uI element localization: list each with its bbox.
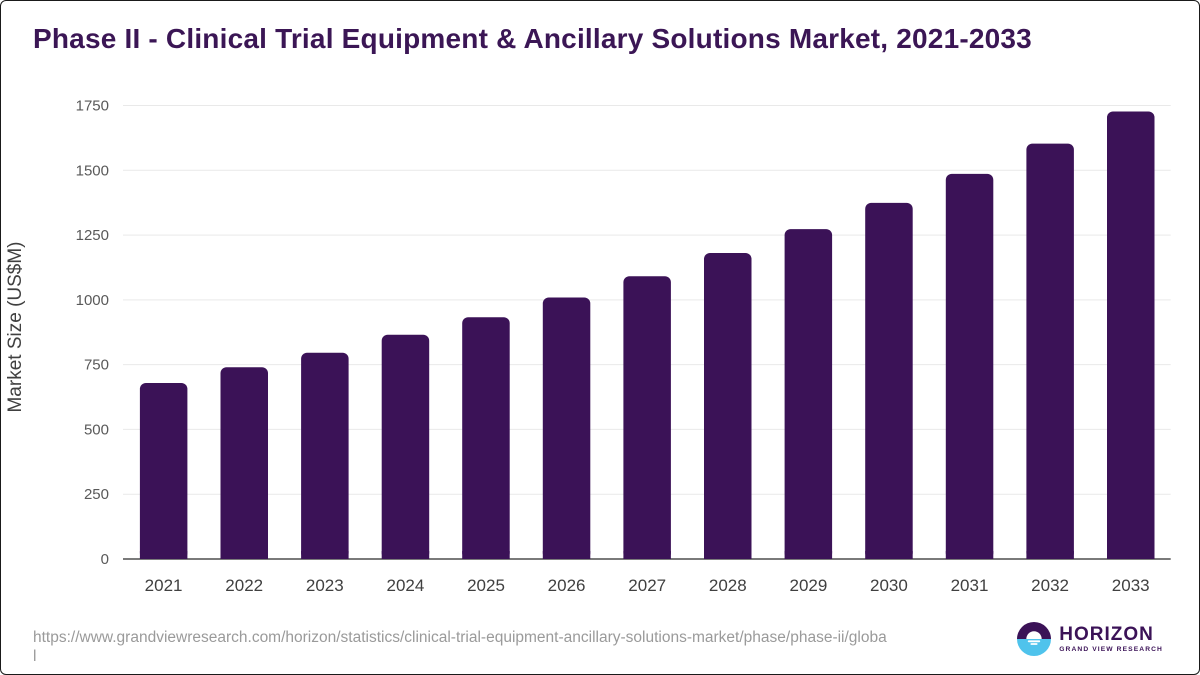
svg-text:2024: 2024	[386, 576, 424, 595]
svg-text:2023: 2023	[306, 576, 344, 595]
svg-text:1750: 1750	[76, 98, 109, 115]
svg-text:2026: 2026	[548, 576, 586, 595]
svg-text:2033: 2033	[1112, 576, 1150, 595]
svg-text:2027: 2027	[628, 576, 666, 595]
svg-text:2029: 2029	[789, 576, 827, 595]
svg-text:2031: 2031	[951, 576, 989, 595]
svg-text:2021: 2021	[145, 576, 183, 595]
svg-text:750: 750	[84, 357, 109, 374]
svg-text:1500: 1500	[76, 162, 109, 179]
svg-text:1000: 1000	[76, 292, 109, 309]
svg-text:1250: 1250	[76, 227, 109, 244]
svg-text:2028: 2028	[709, 576, 747, 595]
svg-text:2032: 2032	[1031, 576, 1069, 595]
svg-text:500: 500	[84, 421, 109, 438]
svg-text:2030: 2030	[870, 576, 908, 595]
svg-text:250: 250	[84, 486, 109, 503]
svg-text:0: 0	[101, 551, 109, 568]
svg-text:2025: 2025	[467, 576, 505, 595]
svg-text:2022: 2022	[225, 576, 263, 595]
